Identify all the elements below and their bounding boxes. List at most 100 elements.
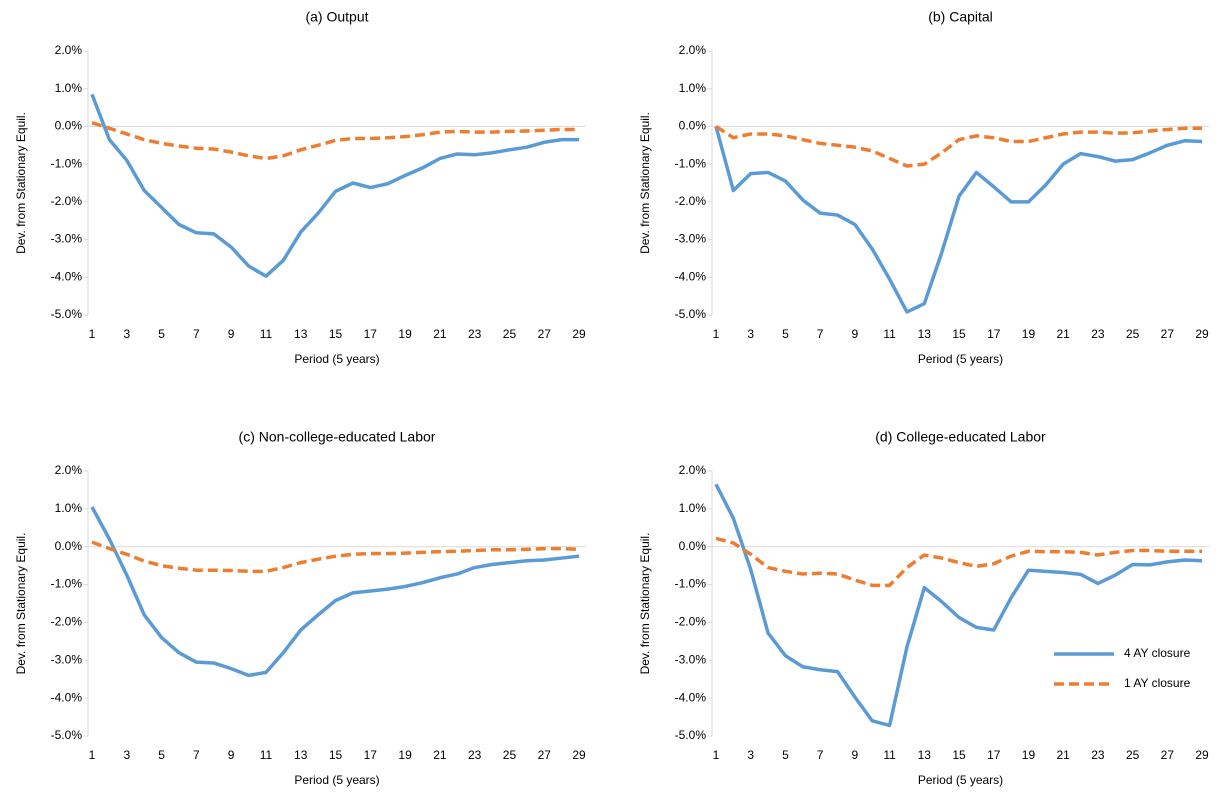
x-tick-label: 9 bbox=[228, 748, 235, 762]
x-tick-label: 5 bbox=[782, 748, 789, 762]
y-tick-label: -5.0% bbox=[51, 307, 83, 321]
x-tick-label: 3 bbox=[123, 327, 130, 341]
y-tick-label: -4.0% bbox=[675, 269, 707, 283]
x-tick-label: 27 bbox=[1161, 327, 1175, 341]
x-tick-label: 15 bbox=[329, 327, 343, 341]
x-tick-label: 1 bbox=[713, 748, 720, 762]
y-tick-label: -4.0% bbox=[675, 690, 707, 704]
chart-title: (d) College-educated Labor bbox=[875, 429, 1046, 445]
x-tick-label: 11 bbox=[883, 748, 896, 762]
y-tick-label: -1.0% bbox=[675, 577, 707, 591]
x-tick-label: 25 bbox=[1126, 748, 1140, 762]
x-tick-label: 23 bbox=[468, 327, 482, 341]
x-tick-label: 13 bbox=[294, 327, 308, 341]
x-axis-label: Period (5 years) bbox=[294, 773, 379, 787]
data-line bbox=[714, 125, 1203, 314]
x-tick-label: 7 bbox=[817, 327, 824, 341]
y-tick-label: 1.0% bbox=[679, 81, 707, 95]
x-tick-label: 9 bbox=[852, 327, 859, 341]
x-tick-label: 19 bbox=[1022, 748, 1036, 762]
x-tick-label: 17 bbox=[987, 748, 1001, 762]
y-tick-label: 0.0% bbox=[55, 539, 83, 553]
chart-panel: -5.0%-4.0%-3.0%-2.0%-1.0%0.0%1.0%2.0%1 3 5… bbox=[14, 429, 586, 787]
y-tick-label: -4.0% bbox=[51, 690, 83, 704]
y-tick-label: 0.0% bbox=[679, 119, 707, 133]
y-tick-label: -1.0% bbox=[51, 156, 83, 170]
chart-panel: -5.0%-4.0%-3.0%-2.0%-1.0%0.0%1.0%2.0%1 3 5… bbox=[14, 9, 586, 366]
data-line bbox=[715, 124, 1203, 168]
y-tick-label: -5.0% bbox=[51, 728, 83, 742]
y-tick-label: 2.0% bbox=[679, 43, 707, 57]
y-tick-label: 2.0% bbox=[55, 43, 83, 57]
y-tick-label: -4.0% bbox=[51, 269, 83, 283]
x-tick-label: 23 bbox=[468, 748, 482, 762]
x-tick-label: 13 bbox=[918, 748, 932, 762]
x-axis-label: Period (5 years) bbox=[294, 352, 379, 366]
x-tick-label: 7 bbox=[193, 748, 200, 762]
y-tick-label: -5.0% bbox=[675, 728, 707, 742]
x-tick-label: 21 bbox=[433, 748, 447, 762]
y-tick-label: 1.0% bbox=[55, 81, 83, 95]
chart-panel: -5.0%-4.0%-3.0%-2.0%-1.0%0.0%1.0%2.0%1 3 5… bbox=[638, 9, 1209, 366]
y-axis-label: Dev. from Stationary Equil. bbox=[14, 533, 28, 675]
y-tick-label: -2.0% bbox=[51, 615, 83, 629]
y-tick-label: -1.0% bbox=[51, 577, 83, 591]
chart-title: (c) Non-college-educated Labor bbox=[239, 429, 436, 445]
x-tick-label: 21 bbox=[433, 327, 447, 341]
y-axis-label: Dev. from Stationary Equil. bbox=[14, 112, 28, 254]
y-tick-label: -3.0% bbox=[51, 652, 83, 666]
data-line bbox=[90, 93, 580, 278]
y-tick-label: -1.0% bbox=[675, 156, 707, 170]
x-tick-label: 17 bbox=[364, 748, 378, 762]
x-tick-label: 27 bbox=[538, 327, 552, 341]
x-tick-label: 29 bbox=[1195, 748, 1209, 762]
x-tick-label: 7 bbox=[193, 327, 200, 341]
x-tick-label: 7 bbox=[817, 748, 824, 762]
x-tick-label: 11 bbox=[260, 748, 273, 762]
x-tick-label: 5 bbox=[158, 748, 165, 762]
x-tick-label: 1 bbox=[89, 327, 96, 341]
legend-label: 4 AY closure bbox=[1124, 646, 1191, 660]
y-axis-label: Dev. from Stationary Equil. bbox=[638, 533, 652, 675]
x-tick-label: 29 bbox=[572, 327, 586, 341]
x-tick-label: 9 bbox=[852, 748, 859, 762]
x-tick-label: 3 bbox=[747, 327, 754, 341]
x-tick-label: 15 bbox=[952, 748, 966, 762]
data-line bbox=[715, 536, 1203, 588]
x-tick-label: 21 bbox=[1057, 327, 1071, 341]
data-line bbox=[90, 506, 580, 678]
x-tick-label: 3 bbox=[747, 748, 754, 762]
x-tick-label: 17 bbox=[364, 327, 378, 341]
x-tick-label: 19 bbox=[398, 748, 412, 762]
x-tick-label: 29 bbox=[1195, 327, 1209, 341]
y-tick-label: -3.0% bbox=[51, 232, 83, 246]
x-tick-label: 11 bbox=[883, 327, 896, 341]
x-tick-label: 23 bbox=[1091, 327, 1105, 341]
y-tick-label: 0.0% bbox=[679, 539, 707, 553]
x-tick-label: 13 bbox=[918, 327, 932, 341]
legend: 4 AY closure 1 AY closure bbox=[1054, 646, 1191, 690]
x-tick-label: 23 bbox=[1091, 748, 1105, 762]
data-line bbox=[714, 483, 1203, 728]
y-tick-label: -3.0% bbox=[675, 652, 707, 666]
x-tick-label: 9 bbox=[228, 327, 235, 341]
y-tick-label: 2.0% bbox=[679, 463, 707, 477]
x-tick-label: 1 bbox=[89, 748, 96, 762]
x-tick-label: 13 bbox=[294, 748, 308, 762]
x-tick-label: 5 bbox=[158, 327, 165, 341]
y-tick-label: 1.0% bbox=[679, 501, 707, 515]
x-tick-label: 21 bbox=[1057, 748, 1071, 762]
x-tick-label: 19 bbox=[398, 327, 412, 341]
x-tick-label: 15 bbox=[952, 327, 966, 341]
y-tick-label: -2.0% bbox=[675, 615, 707, 629]
y-tick-label: -2.0% bbox=[675, 194, 707, 208]
chart-title: (b) Capital bbox=[928, 9, 993, 25]
x-tick-label: 11 bbox=[260, 327, 273, 341]
x-tick-label: 25 bbox=[503, 748, 517, 762]
y-tick-label: -2.0% bbox=[51, 194, 83, 208]
y-tick-label: -5.0% bbox=[675, 307, 707, 321]
x-tick-label: 15 bbox=[329, 748, 343, 762]
chart-title: (a) Output bbox=[305, 9, 368, 25]
